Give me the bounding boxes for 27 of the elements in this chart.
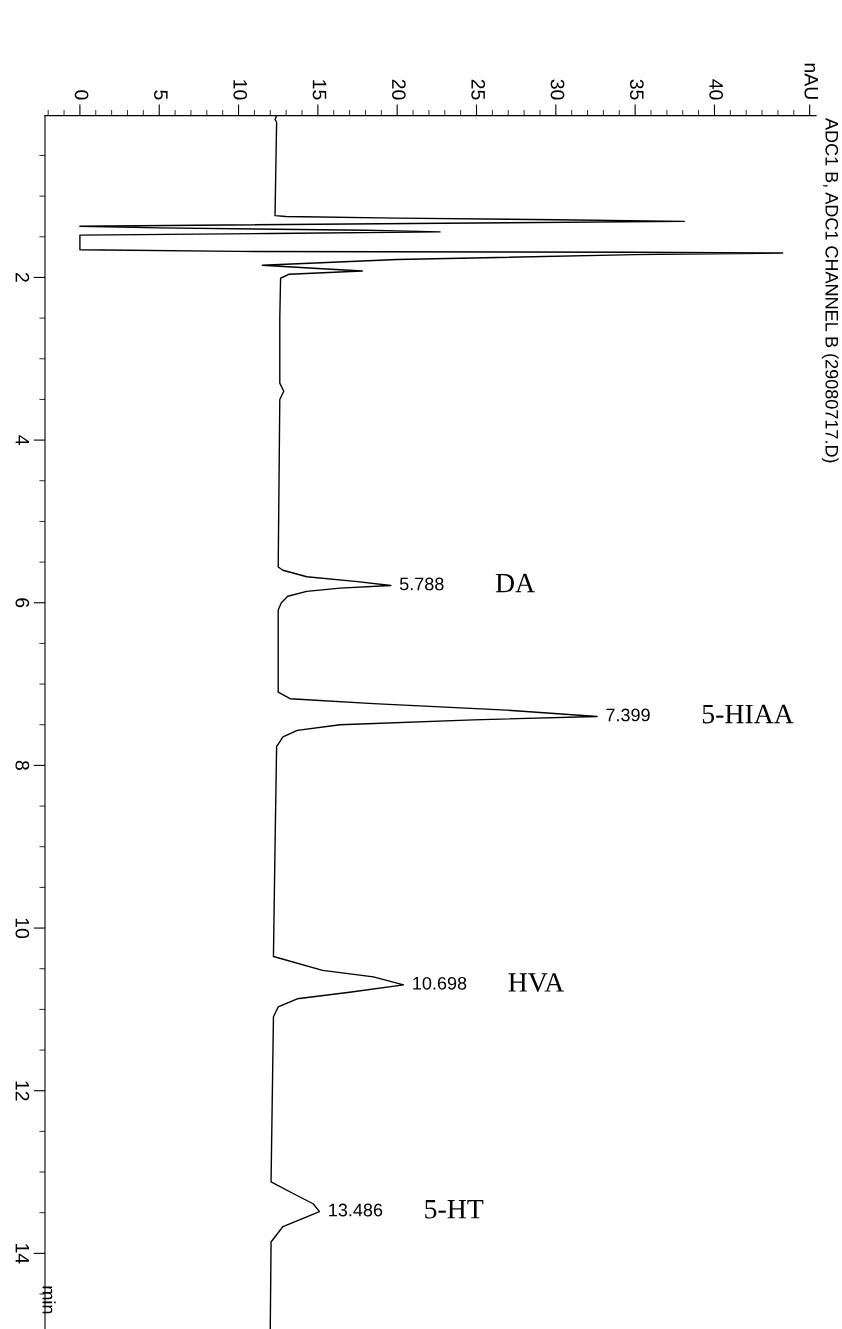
y-tick-label: 12 bbox=[15, 1081, 30, 1101]
x-tick-label: 30 bbox=[550, 79, 565, 100]
x-tick-label: 25 bbox=[471, 79, 486, 100]
x-tick-label: 10 bbox=[233, 80, 248, 100]
x-tick-label: nAU bbox=[804, 63, 818, 99]
annotation: 5-HT bbox=[425, 1200, 484, 1219]
x-tick-label: 35 bbox=[629, 79, 644, 100]
y-tick-label: 6 bbox=[15, 598, 30, 608]
annotation: HVA bbox=[508, 973, 565, 992]
y-axis-title: min bbox=[42, 1286, 56, 1314]
y-tick-label: 14 bbox=[15, 1244, 30, 1264]
annotation: DA bbox=[495, 573, 535, 593]
text: ADC1 B, ADC1 CHANNEL B (29080717.D) bbox=[821, 118, 839, 463]
x-tick-label: 0 bbox=[74, 90, 89, 100]
annotation: 7.399 bbox=[606, 708, 650, 722]
y-tick-label: 4 bbox=[15, 435, 30, 445]
y-tick-label: 10 bbox=[15, 918, 30, 939]
x-tick-label: 15 bbox=[312, 80, 327, 100]
y-tick-label: 2 bbox=[15, 273, 30, 282]
x-tick-label: 20 bbox=[391, 79, 406, 100]
annotation: 5.788 bbox=[399, 577, 444, 591]
annotation: 13.486 bbox=[329, 1203, 383, 1217]
annotation: 5-HIAA bbox=[702, 704, 794, 724]
y-tick-label: 8 bbox=[15, 760, 30, 770]
x-tick-label: 40 bbox=[709, 79, 724, 100]
annotation: 10.698 bbox=[413, 976, 467, 990]
x-tick-label: 5 bbox=[154, 90, 168, 100]
